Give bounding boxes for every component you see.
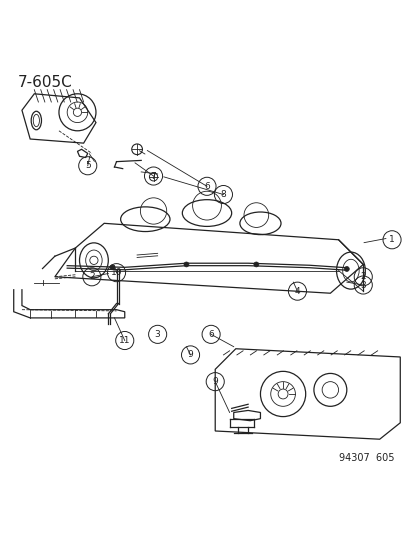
Text: 5: 5 xyxy=(85,161,90,170)
Circle shape xyxy=(253,262,258,267)
Text: 9: 9 xyxy=(212,377,218,386)
Text: 9: 9 xyxy=(187,350,193,359)
Text: 2: 2 xyxy=(360,272,365,281)
Text: 6: 6 xyxy=(204,182,209,191)
Text: 7: 7 xyxy=(150,172,156,181)
Text: 3: 3 xyxy=(154,330,160,339)
Text: 11: 11 xyxy=(119,336,130,345)
Text: 7-605C: 7-605C xyxy=(18,75,72,90)
Circle shape xyxy=(344,266,349,271)
Circle shape xyxy=(110,265,115,270)
Text: 2: 2 xyxy=(89,272,95,281)
Circle shape xyxy=(183,262,188,267)
Text: 1: 1 xyxy=(388,235,394,244)
Text: 3: 3 xyxy=(360,280,365,289)
Text: 94307  605: 94307 605 xyxy=(338,453,393,463)
Text: 4: 4 xyxy=(294,287,299,296)
Text: 10: 10 xyxy=(111,268,122,277)
Text: 6: 6 xyxy=(208,330,214,339)
Text: 8: 8 xyxy=(220,190,226,199)
